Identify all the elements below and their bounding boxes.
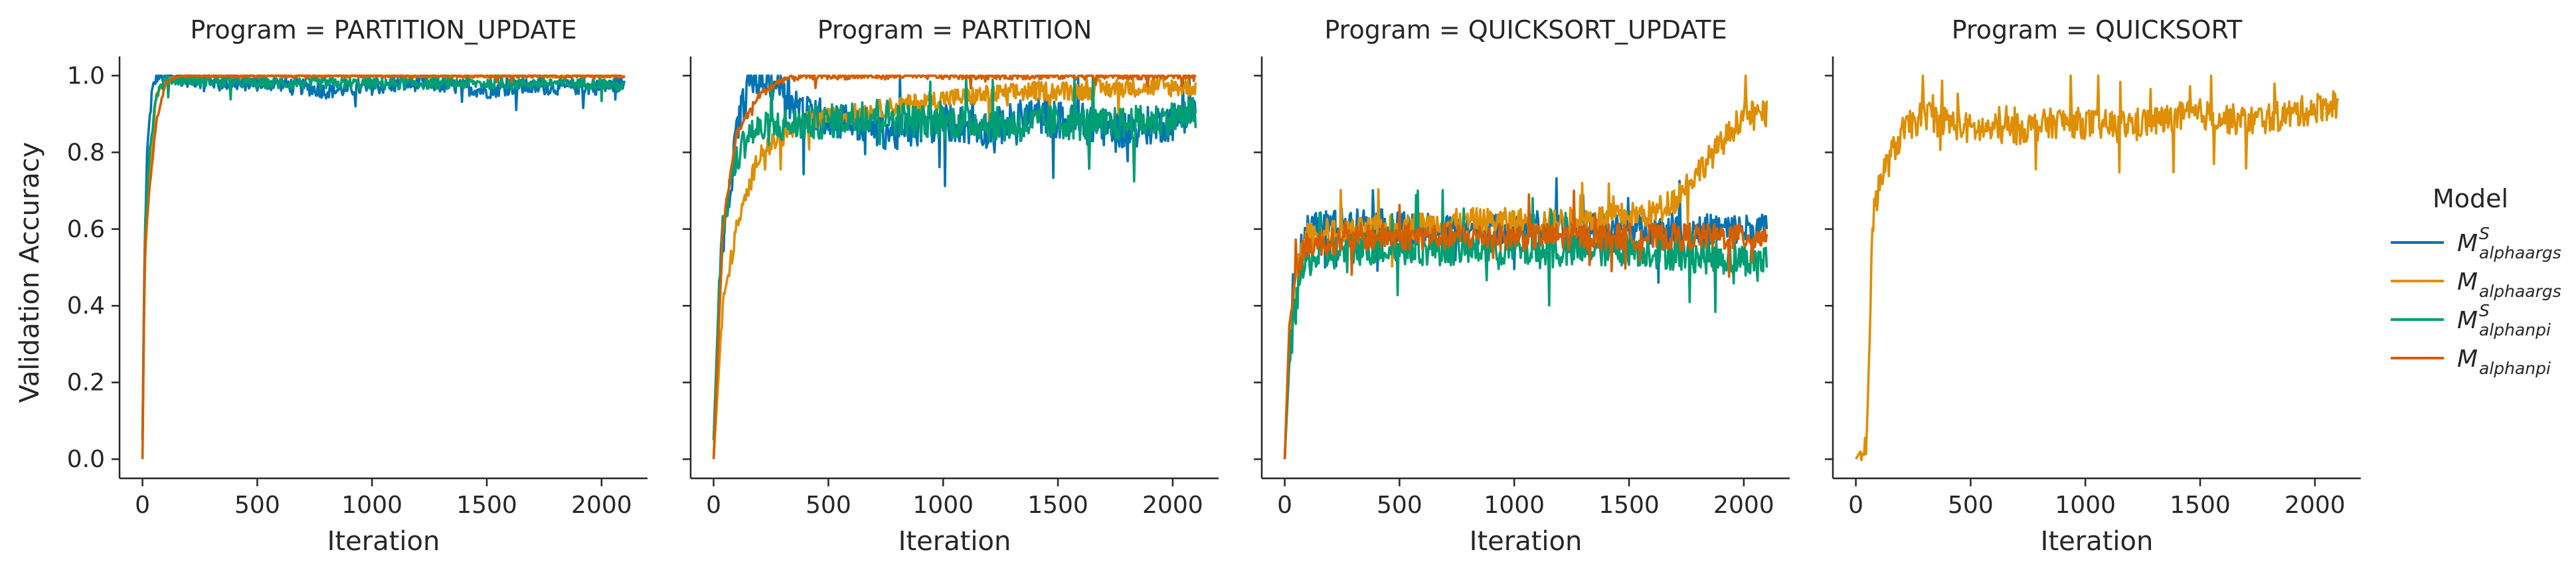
legend-label-sub: alphaargs — [2479, 243, 2561, 262]
y-tick-label: 0.0 — [67, 446, 105, 473]
series-line-S_alphaargs — [141, 74, 626, 440]
panel-1: Program = PARTITION_UPDATE 0 500 1000 1500 20… — [67, 15, 647, 557]
x-tick-label: 1500 — [1027, 492, 1088, 519]
series-line-alphanpi — [141, 74, 626, 460]
legend-label: M — [2457, 230, 2478, 257]
x-tick-label: 2000 — [1713, 492, 1774, 519]
x-tick-label: 0 — [1848, 492, 1863, 519]
panel-title: Program = QUICKSORT_UPDATE — [1324, 15, 1727, 45]
x-tick-label: 0 — [135, 492, 150, 519]
y-tick-label: 0.2 — [67, 369, 105, 397]
x-tick-label: 1500 — [456, 492, 517, 519]
x-tick-label: 500 — [1948, 492, 1994, 519]
x-tick-label: 1500 — [1598, 492, 1660, 519]
panel-title: Program = PARTITION_UPDATE — [190, 15, 576, 45]
x-tick-label: 2000 — [571, 492, 632, 519]
series-line-alphaargs — [1855, 74, 2340, 462]
x-axis-label: Iteration — [2041, 526, 2154, 557]
legend-label-sup: S — [2479, 301, 2490, 320]
legend-label-sub: alphaargs — [2479, 282, 2561, 301]
x-tick-label: 2000 — [1142, 492, 1203, 519]
x-tick-label: 1000 — [912, 492, 974, 519]
series-line-alphaargs — [1283, 74, 1768, 460]
legend-label-sub: alphanpi — [2479, 320, 2551, 339]
y-tick-label: 0.4 — [67, 292, 105, 320]
y-axis-label: Validation Accuracy — [15, 142, 45, 403]
x-axis-label: Iteration — [1470, 526, 1583, 557]
panel-2: Program = PARTITION 0 500 1000 1500 2000 Itera… — [683, 15, 1219, 557]
panel-3: Program = QUICKSORT_UPDATE 0 500 1000 1500 20… — [1254, 15, 1790, 557]
panel-title: Program = QUICKSORT — [1952, 15, 2243, 45]
x-axis-label: Iteration — [899, 526, 1011, 557]
x-tick-label: 2000 — [2284, 492, 2346, 519]
x-tick-label: 1500 — [2170, 492, 2231, 519]
series-line-S_alphanpi — [712, 74, 1197, 440]
legend-label: M — [2457, 345, 2478, 373]
series-line-alphanpi — [712, 74, 1197, 460]
legend-label: M — [2457, 307, 2478, 334]
x-tick-label: 500 — [1377, 492, 1422, 519]
series-line-S_alphanpi — [141, 74, 626, 440]
legend-label-sup: S — [2479, 224, 2490, 243]
series-line-alphaargs — [141, 74, 626, 440]
x-tick-label: 1000 — [1484, 492, 1545, 519]
y-tick-label: 0.8 — [67, 139, 105, 166]
x-tick-label: 1000 — [2055, 492, 2116, 519]
panels: Program = PARTITION_UPDATE 0 500 1000 1500 20… — [67, 15, 2361, 557]
legend-label-sub: alphanpi — [2479, 359, 2551, 378]
legend-label: M — [2457, 268, 2478, 296]
series-line-alphanpi — [1283, 189, 1768, 460]
y-tick-label: 1.0 — [67, 62, 105, 90]
x-tick-label: 0 — [1277, 492, 1292, 519]
y-tick-label: 0.6 — [67, 216, 105, 243]
panel-title: Program = PARTITION — [817, 15, 1092, 45]
panel-4: Program = QUICKSORT 0 500 1000 1500 2000 Itera… — [1825, 15, 2361, 557]
x-tick-label: 0 — [706, 492, 721, 519]
x-axis-label: Iteration — [327, 526, 440, 557]
x-tick-label: 500 — [234, 492, 280, 519]
x-tick-label: 500 — [806, 492, 851, 519]
x-tick-label: 1000 — [341, 492, 402, 519]
legend-title: Model — [2433, 184, 2508, 213]
